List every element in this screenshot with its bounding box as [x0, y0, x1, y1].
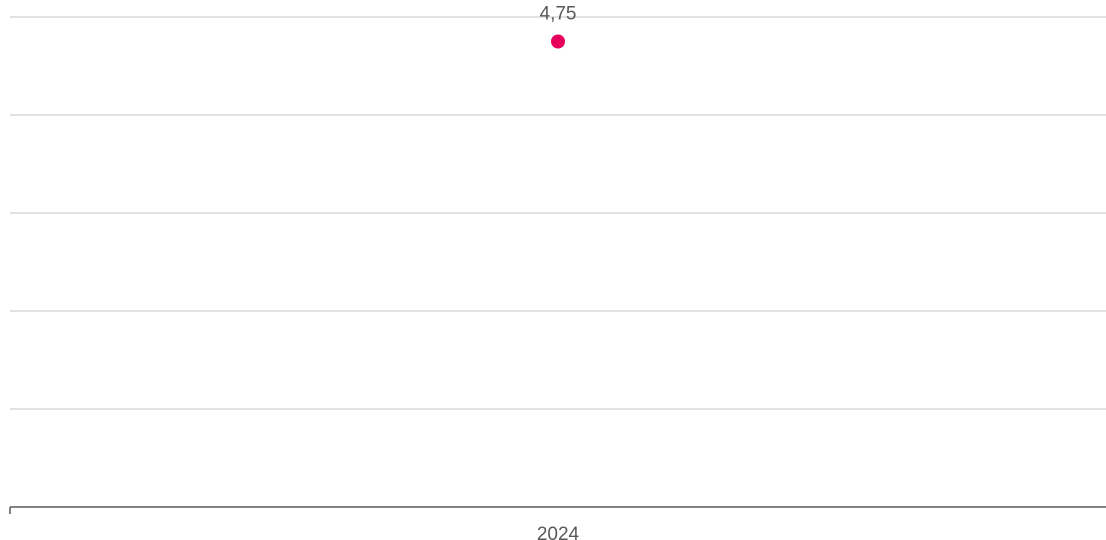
- data-point[interactable]: [551, 34, 565, 49]
- series-markers: [551, 34, 565, 49]
- y-gridlines: [10, 16, 1106, 410]
- x-axis: [9, 506, 1106, 514]
- x-tick-label: 2024: [537, 524, 580, 540]
- x-tick-labels: 2024: [537, 524, 580, 540]
- data-point-label: 4,75: [540, 4, 577, 25]
- data-labels: 4,75: [540, 4, 577, 25]
